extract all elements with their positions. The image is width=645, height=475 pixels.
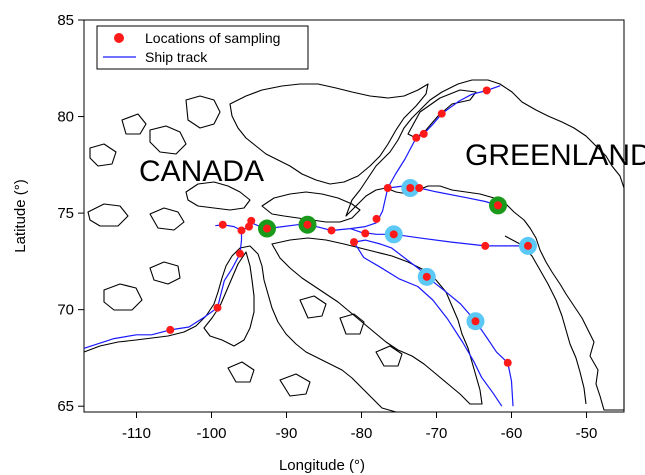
coastline-island-a <box>185 95 221 129</box>
sampling-location-marker <box>422 272 431 281</box>
y-tick-label: 65 <box>57 398 74 415</box>
sampling-location-marker <box>213 303 222 312</box>
sampling-location-marker <box>361 229 370 238</box>
x-tick-label: -50 <box>576 425 598 442</box>
sampling-location-marker <box>247 216 256 225</box>
coastline-island-b <box>149 125 187 155</box>
y-tick-label: 80 <box>57 109 74 126</box>
sampling-location-marker <box>218 220 227 229</box>
coastline-ellesmere <box>229 83 429 185</box>
sampling-location-marker <box>263 224 271 233</box>
y-tick-label: 75 <box>57 205 74 222</box>
coastline-island-d <box>121 113 147 135</box>
sampling-location-marker <box>389 230 398 239</box>
sampling-location-marker <box>524 241 532 250</box>
legend-sampling-label: Locations of sampling <box>145 30 280 46</box>
coastline-baffin-island <box>271 237 483 405</box>
sampling-location-marker <box>482 86 491 95</box>
sampling-location-marker <box>437 109 446 118</box>
coastline-archipelago-north <box>185 181 251 211</box>
x-tick-label: -60 <box>501 425 523 442</box>
sampling-location-marker <box>415 184 424 192</box>
sampling-location-marker <box>350 238 358 247</box>
sampling-location-marker <box>503 358 512 367</box>
coastline-island-c <box>89 143 117 167</box>
sampling-location-marker <box>166 325 175 334</box>
y-tick-label: 70 <box>57 302 74 319</box>
sampling-location-marker <box>481 241 490 250</box>
region-label-canada: CANADA <box>139 155 264 188</box>
coastline-island-l <box>279 373 311 397</box>
coastline-peninsula-a <box>203 251 255 347</box>
coastline-greenland-west <box>504 235 587 405</box>
region-label-greenland: GREENLAND <box>465 139 645 172</box>
ship-track-segment <box>387 85 501 189</box>
x-axis-title: Longitude (°) <box>279 457 365 474</box>
coastline-island-f <box>149 207 185 231</box>
coastline-island-k <box>375 345 403 367</box>
x-tick-label: -110 <box>122 425 151 442</box>
coastline-island-i <box>299 295 327 319</box>
coastline-devon-island <box>261 191 361 223</box>
x-tick-label: -70 <box>426 425 448 442</box>
legend-sample-marker <box>114 33 124 43</box>
sampling-location-marker <box>372 214 381 223</box>
coastline-island-h <box>149 261 181 285</box>
sampling-location-marker <box>237 226 246 235</box>
coastline-island-j <box>339 313 365 335</box>
sampling-location-marker <box>303 220 312 229</box>
x-tick-label: -90 <box>276 425 298 442</box>
sampling-location-marker <box>494 201 502 210</box>
x-tick-label: -80 <box>351 425 373 442</box>
ship-track-segment <box>353 239 514 407</box>
ship-track-segment <box>353 241 503 407</box>
legend-track-label: Ship track <box>145 49 208 65</box>
coastlines <box>83 79 625 413</box>
sampling-stations <box>166 86 537 367</box>
y-axis-title: Latitude (°) <box>12 179 29 253</box>
legend: Locations of sampling Ship track <box>96 25 309 70</box>
legend-box <box>96 25 309 70</box>
sampling-location-marker <box>419 129 428 138</box>
sampling-location-marker <box>383 184 392 192</box>
plot-frame <box>83 19 625 413</box>
sampling-location-marker <box>406 184 415 192</box>
y-axis-ticks: 65 70 75 80 85 <box>57 12 84 415</box>
x-tick-label: -100 <box>196 425 226 442</box>
y-tick-label: 85 <box>57 12 74 29</box>
sampling-location-marker <box>327 226 336 235</box>
sampling-location-marker <box>236 249 244 258</box>
coastline-mainland <box>83 245 410 413</box>
sampling-location-marker <box>412 133 421 142</box>
coastline-island-m <box>227 361 255 383</box>
coastline-island-g <box>103 283 143 311</box>
coastline-greenland <box>345 79 625 411</box>
x-axis-ticks: -110 -100 -90 -80 -70 -60 -50 <box>122 412 597 442</box>
sampling-location-marker <box>471 317 480 326</box>
coastline-island-e <box>87 203 129 227</box>
